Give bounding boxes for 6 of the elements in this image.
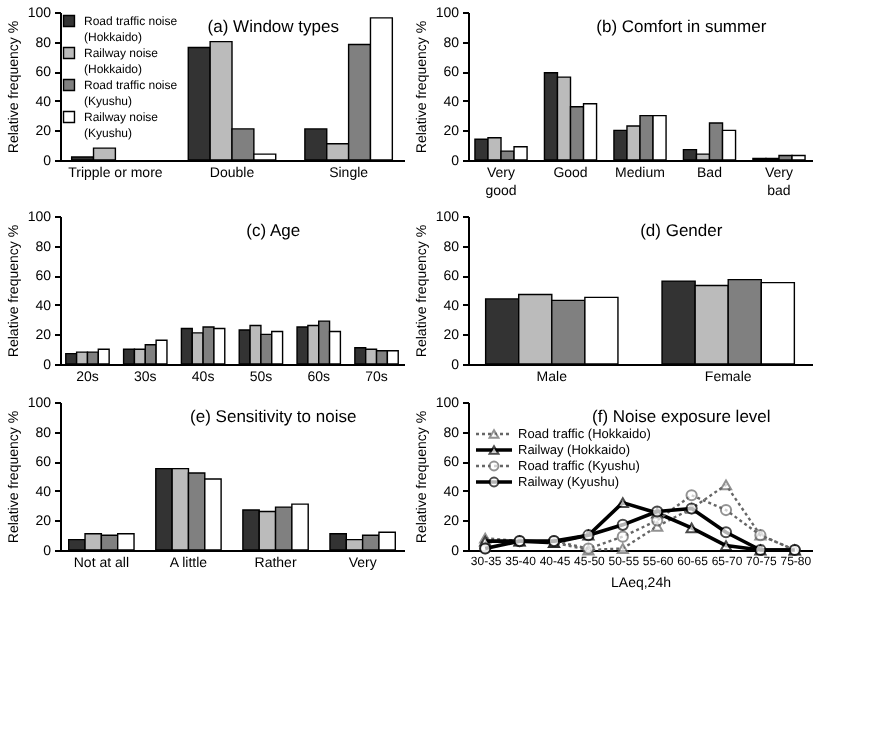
chart-title: (a) Window types	[207, 16, 339, 36]
chart-title: (b) Comfort in summer	[596, 16, 767, 36]
chart-title: (f) Noise exposure level	[591, 406, 771, 426]
chart-title: (c) Age	[246, 220, 301, 240]
chart-title: (e) Sensitivity to noise	[190, 406, 357, 426]
chart-title: (d) Gender	[640, 220, 723, 240]
